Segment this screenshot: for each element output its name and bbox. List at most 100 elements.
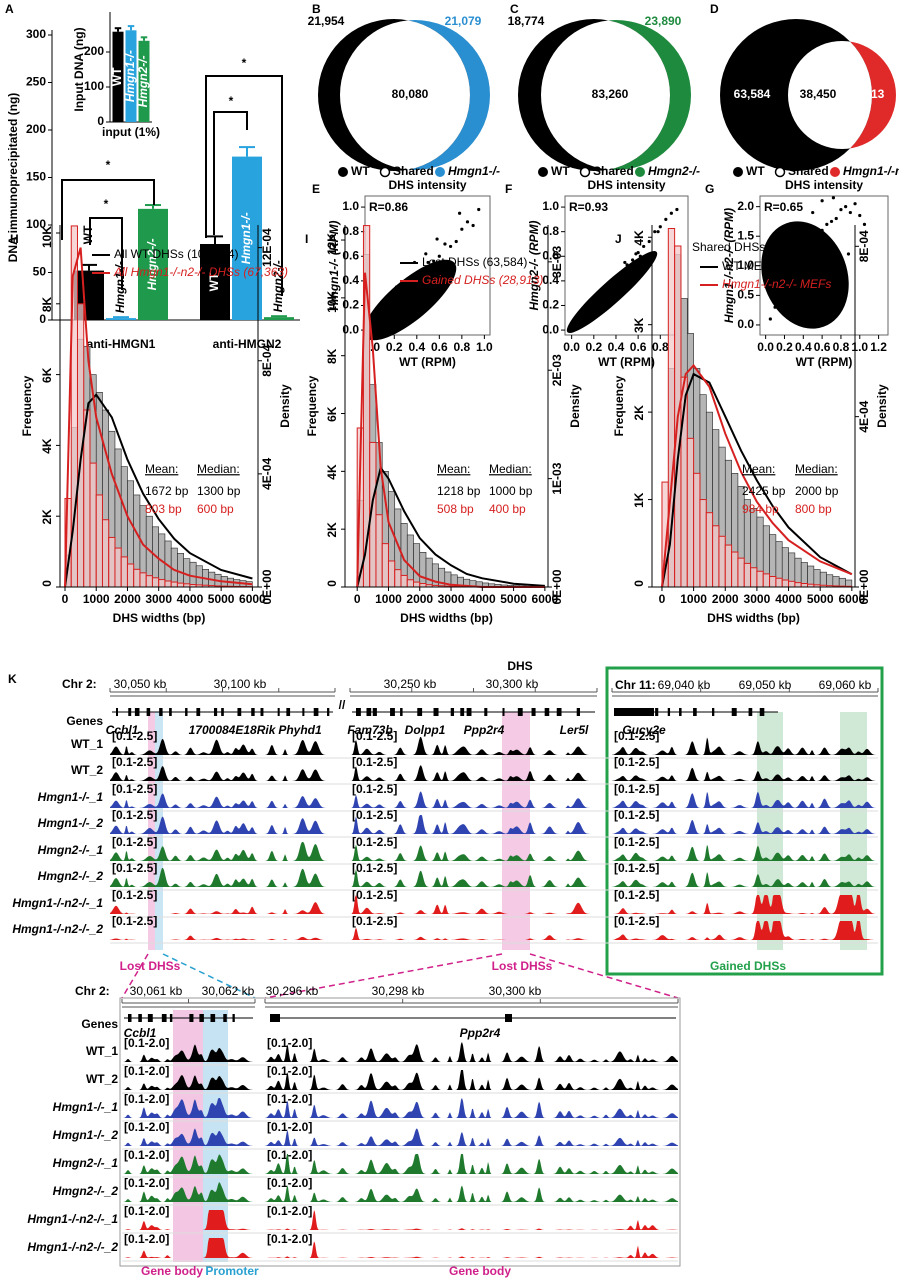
histogram-bar: [158, 579, 166, 588]
panel-label: J: [615, 232, 622, 246]
stats-value: 2425 bp: [742, 484, 786, 498]
y-tick-label: 2K: [325, 522, 339, 538]
track-signal: [110, 868, 335, 887]
y-tick-label: 0.8: [542, 224, 559, 238]
x-tick-label: 5000: [500, 592, 527, 606]
legend-label: WT: [746, 164, 765, 178]
exon: [159, 708, 163, 716]
point: [782, 246, 787, 250]
point: [383, 297, 387, 301]
x-tick-label: 1.0: [476, 340, 493, 354]
gained-box: [605, 666, 884, 976]
track-signal: [350, 844, 597, 861]
x-axis-label: WT (RPM): [399, 355, 456, 369]
bar-label: Hmgn1-/-: [113, 261, 127, 313]
x-tick-label: 0.0: [563, 340, 580, 354]
exon: [576, 708, 580, 716]
exon: [484, 708, 488, 716]
y-axis-label: Frequency: [305, 375, 319, 436]
histogram-bar: [95, 494, 103, 588]
y-tick-label: 8K: [325, 348, 339, 364]
track-signal: [110, 739, 335, 755]
track-signal: [350, 895, 597, 914]
point: [787, 276, 791, 280]
track-signal: [612, 737, 878, 755]
legend-title: Shared DHSs (38,450) in:: [692, 240, 829, 254]
exon: [556, 708, 562, 716]
point: [792, 270, 796, 274]
x-tick-label: 0.2: [386, 340, 403, 354]
x-tick-label: 0.6: [431, 340, 448, 354]
track-range: [0.1-2.5]: [352, 755, 397, 769]
stats-value: 400 bp: [489, 502, 526, 516]
coord-label: 30,300 kb: [486, 677, 539, 691]
bar: [232, 156, 262, 320]
histogram-bar: [108, 536, 116, 588]
y2-tick-label: 0E+00: [260, 569, 274, 604]
bar-label: WT: [81, 225, 95, 244]
x-axis-label: WT (RPM): [796, 355, 853, 369]
legend-label: All WT DHSs (102,034): [114, 247, 238, 261]
point: [381, 313, 385, 317]
bar-label: Hmgn2-/-: [136, 55, 150, 107]
point: [394, 285, 399, 289]
histogram-bar: [101, 519, 110, 588]
point: [796, 258, 801, 262]
exon: [128, 1014, 132, 1022]
x-tick-label: 2000: [712, 592, 739, 606]
track-range: [0.1-2.0]: [124, 1120, 169, 1134]
legend-label: Hmgn2-/-: [648, 164, 700, 178]
stats-header: Median:: [489, 462, 532, 476]
bar: [264, 317, 294, 320]
x-tick-label: anti-HMGN1: [87, 337, 156, 351]
track-range: [0.1-2.0]: [267, 1064, 312, 1078]
y-axis-label: Hmgn1-/-n2-/- (RPM): [722, 208, 736, 323]
legend-label: Gained DHSs (28,913): [422, 273, 543, 287]
track-label: Hmgn1-/-n2-/-_2: [12, 922, 103, 936]
exon: [417, 708, 423, 716]
x-tick-label: 1000: [83, 592, 110, 606]
legend-label: Hmgn1-/-n2-/-: [843, 164, 899, 178]
point: [811, 240, 815, 244]
point: [460, 227, 464, 231]
histogram-bar: [686, 437, 695, 588]
chart-title: DHS intensity: [785, 178, 863, 192]
point: [392, 301, 396, 305]
y-axis-label: Hmgn1-/- (RPM): [327, 221, 341, 311]
exon: [502, 708, 505, 716]
browser-title: DHS: [507, 659, 532, 673]
point: [420, 271, 425, 276]
exon: [260, 708, 264, 716]
exon: [544, 708, 550, 716]
track-range: [0.1-2.5]: [614, 914, 659, 928]
stats-value: 803 bp: [145, 502, 182, 516]
panel-label: F: [505, 182, 512, 196]
density-line: [661, 372, 853, 588]
y-tick-label: 1.0: [342, 199, 359, 213]
point: [862, 222, 867, 226]
y-tick-label: 0.0: [342, 322, 359, 336]
legend-label: WT: [351, 164, 370, 178]
point: [669, 211, 673, 215]
x-tick-label: 6000: [532, 592, 559, 606]
exon: [169, 708, 172, 716]
x-tick-label: 6000: [838, 592, 865, 606]
track-signal: [110, 935, 335, 940]
legend-label: Hmgn1-/-: [448, 164, 500, 178]
y-tick-label: 2K: [632, 405, 646, 421]
y-tick-label: 2.0: [737, 199, 754, 213]
x-axis-label: DHS widths (bp): [707, 611, 800, 625]
exon: [748, 708, 753, 716]
histogram-bar: [788, 580, 796, 588]
y-tick-label: 0.6: [542, 248, 559, 262]
venn-value: 18,774: [508, 14, 545, 28]
point: [638, 254, 642, 258]
stats-header: Median:: [795, 462, 838, 476]
histogram-bar: [712, 525, 720, 588]
bracket: [205, 75, 283, 296]
y2-axis-label: Density: [278, 384, 292, 428]
x-tick-label: 5000: [807, 592, 834, 606]
gene-name: Gucy2e: [622, 723, 666, 737]
chr-label: Chr 2:: [75, 984, 110, 998]
y-tick-label: 0.2: [342, 298, 359, 312]
